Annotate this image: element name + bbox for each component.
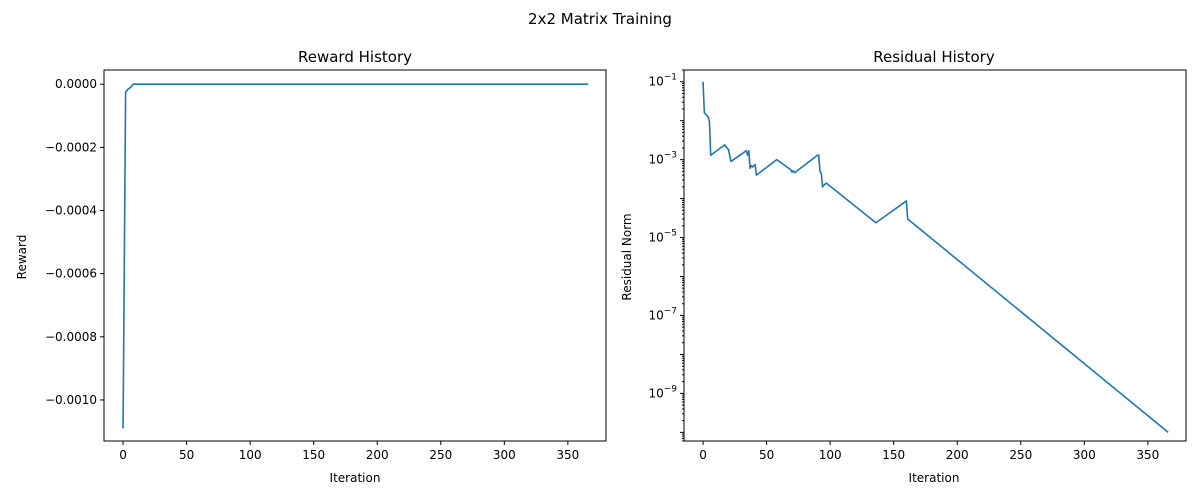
x-tick-label: 250 [1009,448,1032,462]
x-tick-label: 350 [1136,448,1159,462]
reward-chart-title: Reward History [298,48,412,66]
plot-frame [103,69,607,442]
y-tick-label: −0.0002 [45,140,97,154]
y-tick-label: −0.0006 [45,267,97,281]
y-tick-label: 0.0000 [55,77,97,91]
plot-frame [683,69,1187,442]
x-tick-label: 300 [493,448,516,462]
x-tick-label: 150 [882,448,905,462]
reward-chart-ylabel: Reward [15,235,29,280]
x-tick-label: 300 [1073,448,1096,462]
residual-chart-title: Residual History [873,48,995,66]
y-tick-label: 10−5 [648,229,677,245]
x-tick-label: 100 [819,448,842,462]
y-tick-label: −0.0004 [45,204,97,218]
y-tick-label: 10−7 [648,306,677,322]
x-tick-label: 100 [239,448,262,462]
x-tick-label: 0 [699,448,707,462]
x-tick-label: 50 [759,448,774,462]
figure-suptitle: 2x2 Matrix Training [528,10,672,28]
residual-chart-axes: 0 50 100 150 200 250 300 350 10−1 10−3 10−5 10−7 10−… [648,69,1187,462]
y-tick-label: 10−9 [648,384,677,400]
x-tick-label: 50 [179,448,194,462]
x-tick-label: 150 [302,448,325,462]
residual-chart: Residual History 0 50 100 150 200 250 300 350 10… [620,48,1187,485]
x-tick-label: 200 [366,448,389,462]
series-line-0 [702,81,1169,433]
y-tick-label: 10−3 [648,151,677,167]
y-tick-label: −0.0010 [45,393,97,407]
x-tick-label: 250 [429,448,452,462]
x-tick-label: 200 [946,448,969,462]
x-tick-label: 0 [119,448,127,462]
y-tick-label: −0.0008 [45,330,97,344]
reward-chart: Reward History 0 50 100 150 200 250 300 350 0.00… [15,48,607,485]
x-tick-label: 350 [556,448,579,462]
residual-chart-ylabel: Residual Norm [620,213,634,300]
reward-chart-axes: 0 50 100 150 200 250 300 350 0.0000 −0.0002 −0.000… [45,69,607,462]
y-tick-label: 10−1 [648,73,677,89]
reward-chart-xlabel: Iteration [330,471,381,485]
series-line-0 [122,83,589,429]
residual-chart-xlabel: Iteration [909,471,960,485]
